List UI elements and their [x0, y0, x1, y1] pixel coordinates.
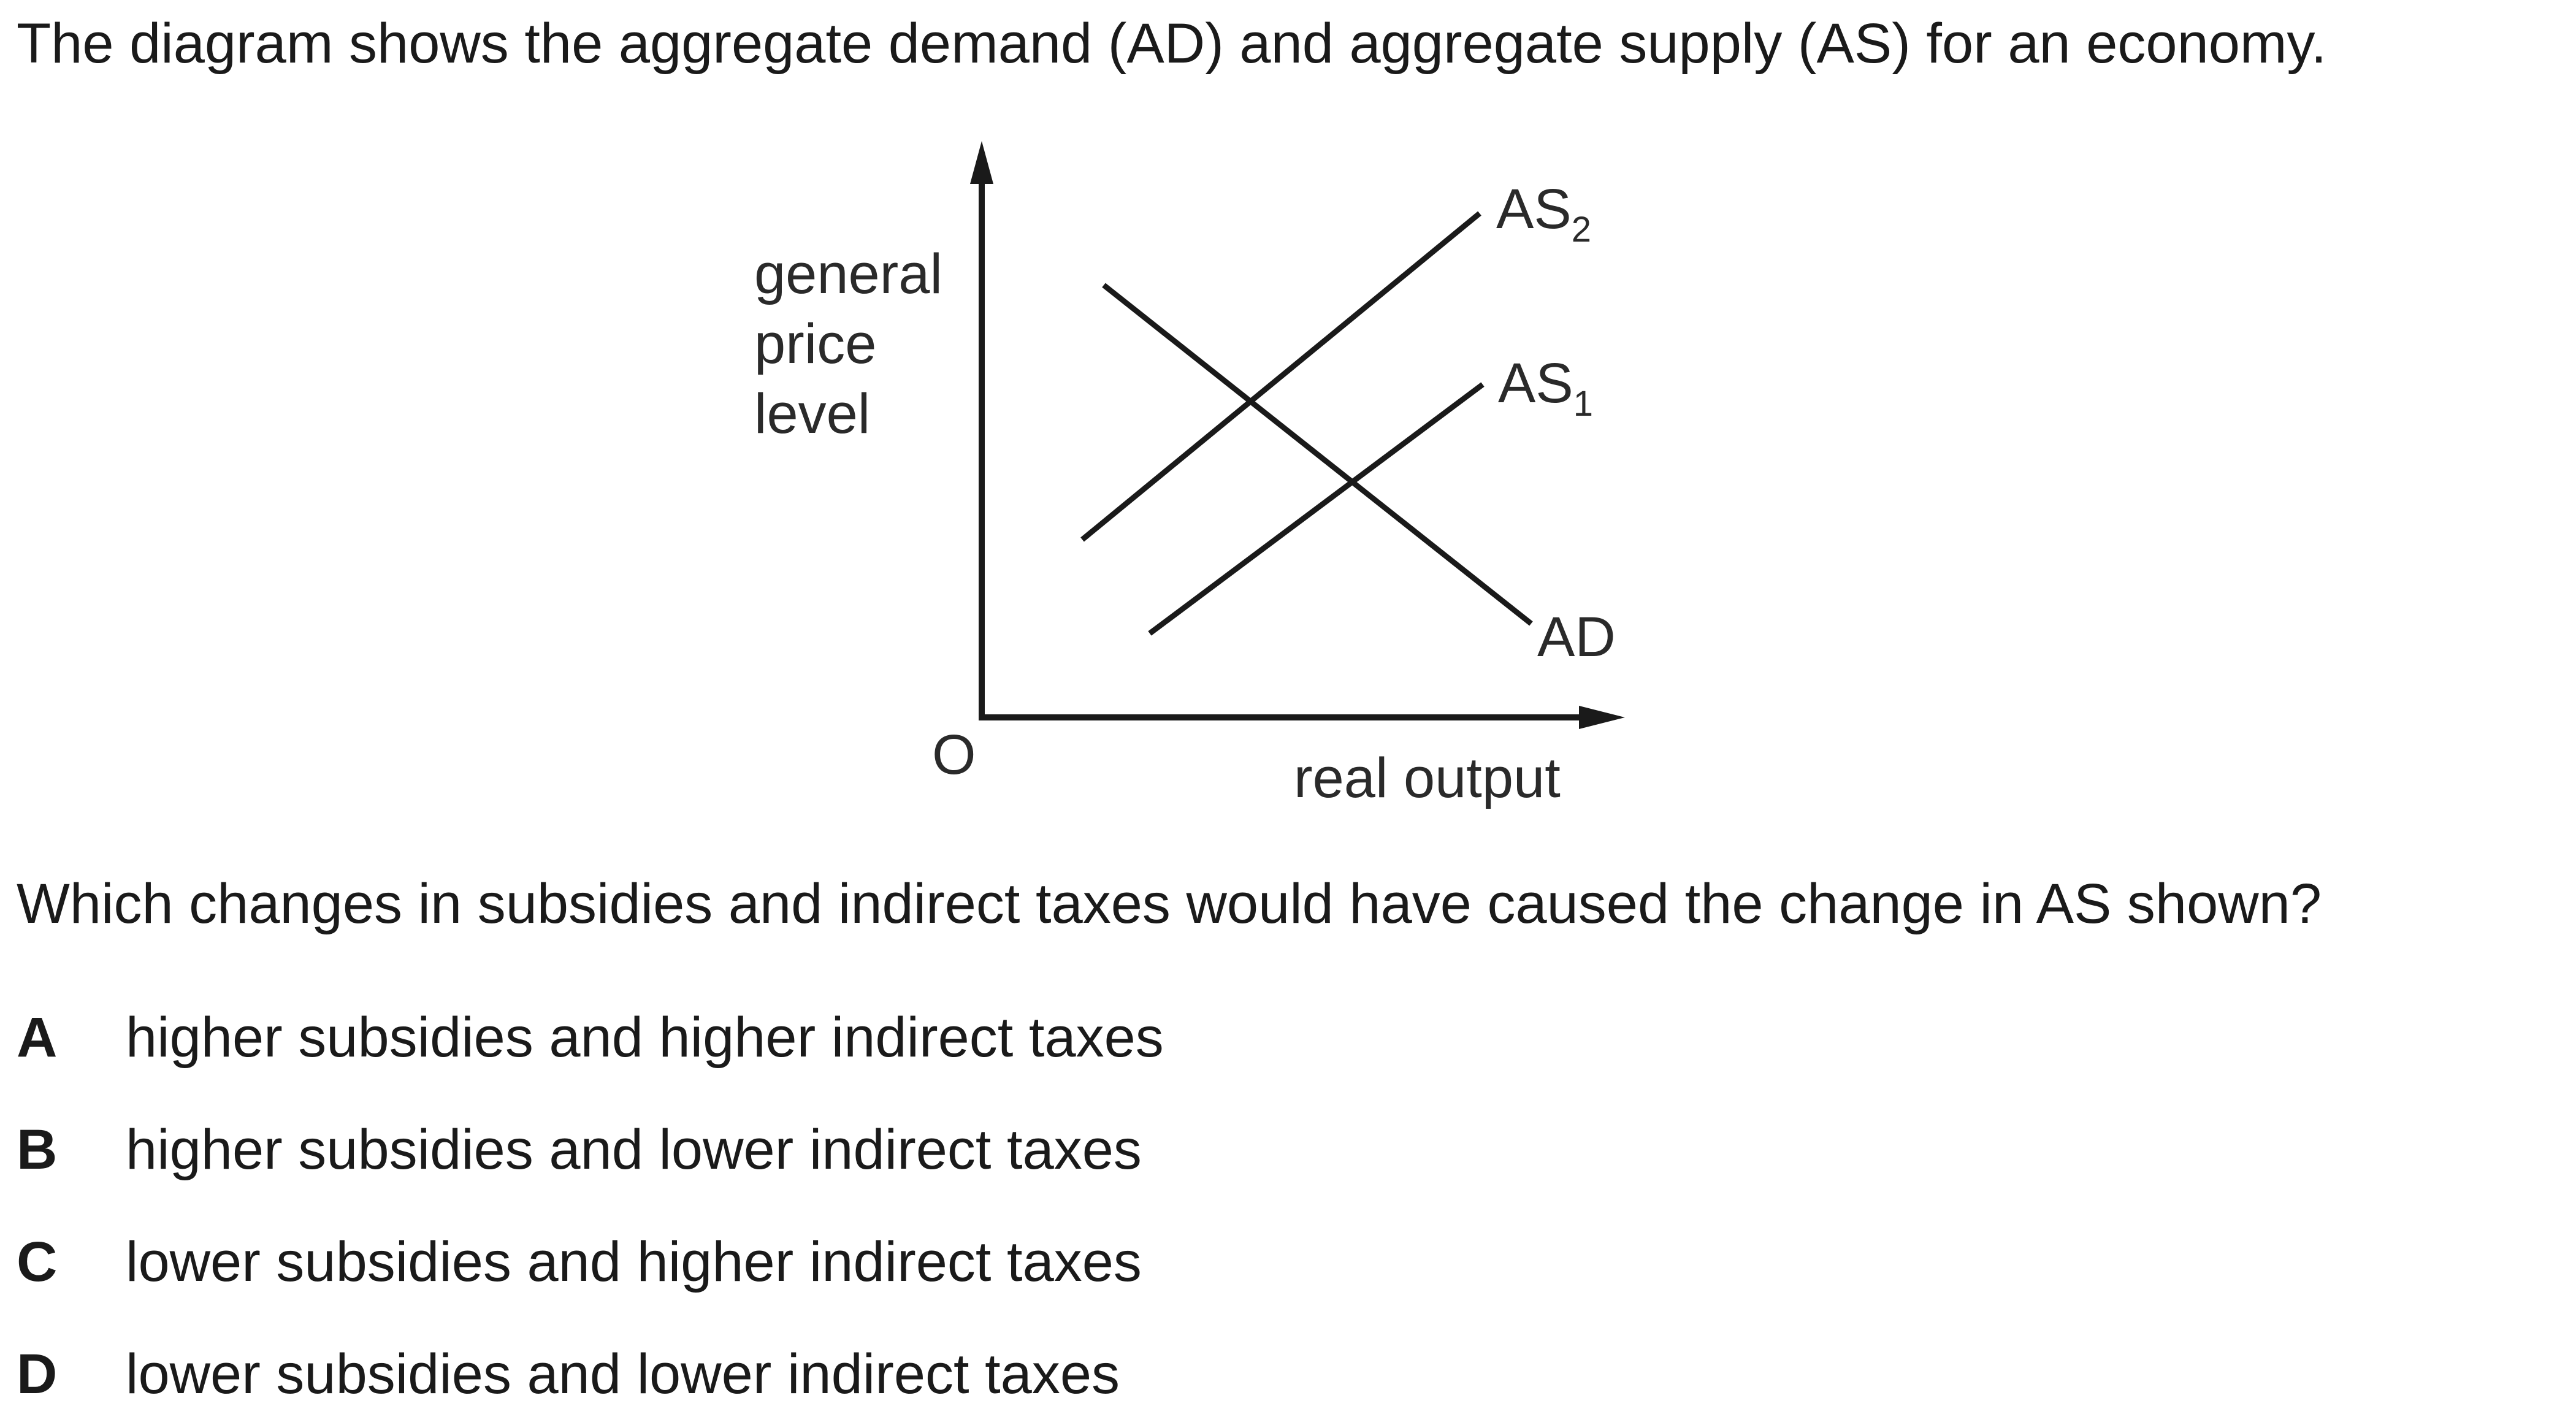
option-text-b: higher subsidies and lower indirect taxe… [126, 1118, 1142, 1181]
as1-subscript: 1 [1573, 384, 1593, 424]
as1-curve [1148, 382, 1485, 636]
y-axis-arrow [970, 141, 993, 184]
question-text: Which changes in subsidies and indirect … [17, 873, 2322, 935]
x-axis-arrow [1579, 706, 1625, 729]
y-axis-label-line-3: level [754, 383, 870, 445]
intro-text: The diagram shows the aggregate demand (… [17, 12, 2327, 75]
y-axis-label-line-2: price [754, 313, 876, 375]
option-letter-c: C [17, 1231, 58, 1293]
option-letter-b: B [17, 1118, 58, 1181]
as2-curve [1080, 211, 1481, 542]
ad-curve [1102, 283, 1533, 626]
as1-label: AS1 [1498, 352, 1593, 424]
y-axis-label-line-1: general [754, 243, 942, 305]
option-text-d: lower subsidies and lower indirect taxes [126, 1343, 1120, 1405]
x-axis-label: real output [1294, 747, 1561, 809]
option-text-c: lower subsidies and higher indirect taxe… [126, 1231, 1142, 1293]
ad-label: AD [1537, 606, 1616, 668]
as2-subscript: 2 [1572, 210, 1591, 250]
origin-label: O [932, 724, 976, 786]
option-letter-d: D [17, 1343, 58, 1405]
option-text-a: higher subsidies and higher indirect tax… [126, 1006, 1164, 1069]
as2-label: AS2 [1496, 178, 1591, 250]
option-letter-a: A [17, 1006, 58, 1069]
